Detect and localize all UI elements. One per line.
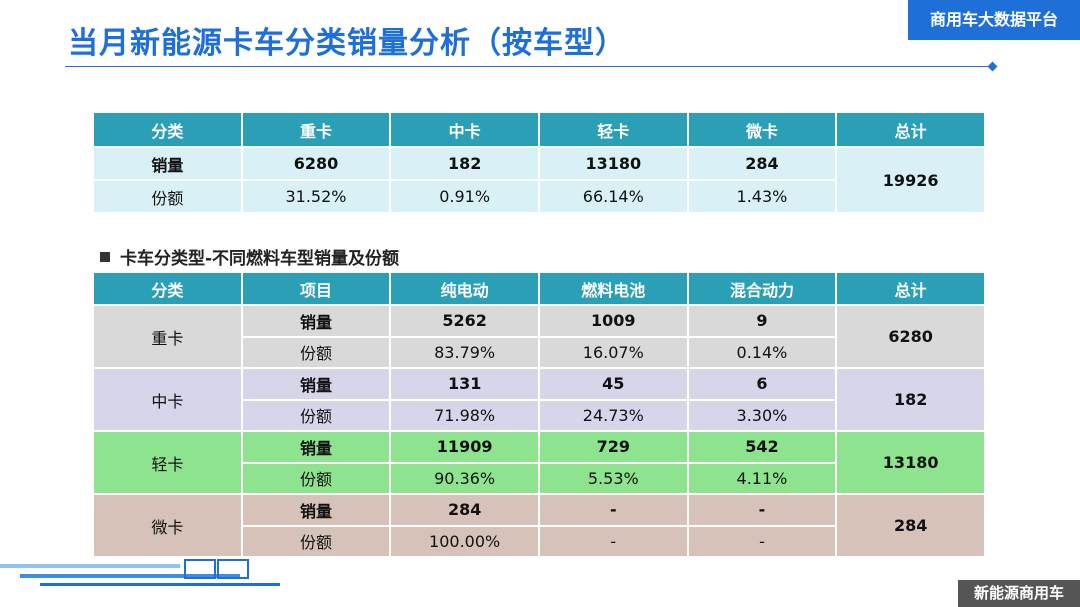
cell: - bbox=[686, 493, 838, 527]
header-cell: 轻卡 bbox=[537, 111, 689, 148]
stripe bbox=[20, 574, 240, 578]
header-cell: 分类 bbox=[92, 111, 243, 148]
row: 中卡 销量 131 45 6 182 bbox=[92, 367, 986, 432]
header-cell: 重卡 bbox=[240, 111, 392, 148]
header-cell: 分类 bbox=[92, 271, 243, 306]
cell: - bbox=[537, 524, 689, 558]
cell: 份额 bbox=[92, 179, 243, 214]
cell: 销量 bbox=[240, 304, 392, 338]
truck-icon bbox=[184, 559, 216, 579]
header-cell: 纯电动 bbox=[389, 271, 540, 306]
header-cell: 总计 bbox=[835, 111, 986, 148]
rule bbox=[65, 66, 993, 67]
decoration bbox=[0, 559, 280, 586]
cell: 83.79% bbox=[389, 335, 540, 369]
truck-icon bbox=[217, 559, 249, 579]
cell: 份额 bbox=[240, 524, 392, 558]
cell: 5262 bbox=[389, 304, 540, 338]
total-cell: 13180 bbox=[835, 430, 986, 495]
row: 销量 6280 182 13180 284 19926 bbox=[92, 146, 986, 214]
total-cell: 182 bbox=[835, 367, 986, 432]
cell: 6 bbox=[686, 367, 838, 401]
row: 份额 31.52% 0.91% 66.14% 1.43% bbox=[92, 179, 985, 214]
cell: 11909 bbox=[389, 430, 540, 464]
header-cell: 微卡 bbox=[686, 111, 838, 148]
cell: 131 bbox=[389, 367, 540, 401]
cell: 66.14% bbox=[537, 179, 689, 214]
section-text: 卡车分类型-不同燃料车型销量及份额 bbox=[120, 249, 400, 269]
rule-end bbox=[987, 61, 998, 72]
cell: 0.14% bbox=[686, 335, 838, 369]
cell: 销量 bbox=[240, 367, 392, 401]
cell: 0.91% bbox=[389, 179, 540, 214]
summary-table: 分类 重卡 中卡 轻卡 微卡 总计 销量 6280 182 13180 284 19926 份额 31.5… bbox=[92, 111, 986, 214]
header-row: 分类 重卡 中卡 轻卡 微卡 总计 bbox=[92, 111, 986, 148]
total-cell: 19926 bbox=[835, 146, 986, 214]
cell: 16.07% bbox=[537, 335, 689, 369]
row: 份额 83.79% 16.07% 0.14% bbox=[93, 335, 985, 369]
cell: 45 bbox=[537, 367, 689, 401]
cell: 销量 bbox=[240, 493, 392, 527]
cell: 3.30% bbox=[686, 398, 838, 432]
cell: 182 bbox=[389, 146, 540, 181]
total-cell: 284 bbox=[835, 493, 986, 558]
cell: 份额 bbox=[240, 461, 392, 495]
cell: 份额 bbox=[240, 335, 392, 369]
header-cell: 混合动力 bbox=[686, 271, 838, 306]
group-cell: 微卡 bbox=[92, 493, 243, 558]
row: 微卡 销量 284- -284 bbox=[92, 493, 986, 558]
header-cell: 总计 bbox=[835, 271, 986, 306]
footer-badge: 新能源商用车 bbox=[958, 580, 1080, 607]
cell: 31.52% bbox=[240, 179, 392, 214]
detail-table: 分类 项目 纯电动 燃料电池 混合动力 总计 重卡 销量 5262 1009 9 6280 份额 83.7… bbox=[92, 271, 986, 558]
header-cell: 项目 bbox=[240, 271, 392, 306]
cell: 6280 bbox=[240, 146, 392, 181]
group-cell: 重卡 bbox=[92, 304, 243, 369]
cell: 5.53% bbox=[537, 461, 689, 495]
cell: 90.36% bbox=[389, 461, 540, 495]
group-cell: 中卡 bbox=[92, 367, 243, 432]
badge: 商用车大数据平台 bbox=[908, 0, 1080, 40]
bullet bbox=[100, 252, 110, 262]
total-cell: 6280 bbox=[835, 304, 986, 369]
cell: - bbox=[537, 493, 689, 527]
cell: 份额 bbox=[240, 398, 392, 432]
cell: 100.00% bbox=[389, 524, 540, 558]
cell: 4.11% bbox=[686, 461, 838, 495]
cell: 729 bbox=[537, 430, 689, 464]
cell: 销量 bbox=[240, 430, 392, 464]
cell: 1009 bbox=[537, 304, 689, 338]
cell: 71.98% bbox=[389, 398, 540, 432]
row: 份额 90.36% 5.53% 4.11% bbox=[93, 461, 985, 495]
header-cell: 中卡 bbox=[389, 111, 540, 148]
title: 当月新能源卡车分类销量分析（按车型） bbox=[68, 26, 626, 61]
header-row: 分类 项目 纯电动 燃料电池 混合动力 总计 bbox=[92, 271, 986, 306]
row: 份额 100.00% - - bbox=[93, 524, 985, 558]
stripe bbox=[0, 564, 180, 568]
cell: 284 bbox=[389, 493, 540, 527]
cell: 销量 bbox=[92, 146, 243, 181]
row: 份额 71.98% 24.73% 3.30% bbox=[93, 398, 985, 432]
cell: 284 bbox=[686, 146, 838, 181]
group-cell: 轻卡 bbox=[92, 430, 243, 495]
cell: 24.73% bbox=[537, 398, 689, 432]
row: 重卡 销量 5262 1009 9 6280 bbox=[92, 304, 986, 369]
section-title: 卡车分类型-不同燃料车型销量及份额 bbox=[100, 244, 399, 269]
stripe bbox=[40, 583, 280, 586]
cell: 13180 bbox=[537, 146, 689, 181]
header-cell: 燃料电池 bbox=[537, 271, 689, 306]
cell: - bbox=[686, 524, 838, 558]
cell: 9 bbox=[686, 304, 838, 338]
row: 轻卡 销量 11909 729 542 13180 bbox=[92, 430, 986, 495]
cell: 1.43% bbox=[686, 179, 838, 214]
cell: 542 bbox=[686, 430, 838, 464]
